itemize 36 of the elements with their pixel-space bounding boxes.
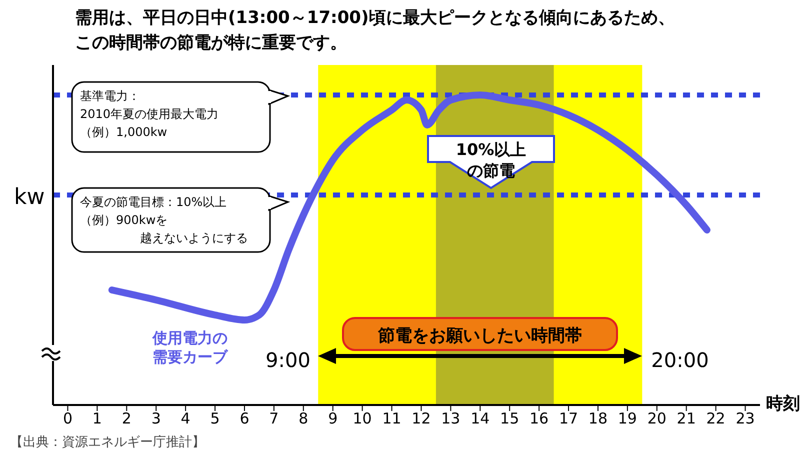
x-tick-label: 6 [240, 410, 250, 428]
annotation: 10%以上の節電 [456, 140, 526, 180]
x-tick-label: 2 [122, 410, 132, 428]
x-tick-label: 0 [62, 410, 73, 428]
y-axis-title: kw [14, 185, 45, 210]
x-tick-label: 16 [530, 410, 549, 428]
chart-subtitle: この時間帯の節電が特に重要です。 [75, 32, 348, 55]
x-tick-label: 1 [92, 410, 102, 428]
band-label: 節電をお願いしたい時間帯 [377, 326, 582, 346]
x-tick-label: 10 [352, 410, 372, 428]
chart-title: 需用は、平日の日中(13:00～17:00)頃に最大ピークとなる傾向にあるため、 [75, 7, 675, 30]
x-tick-label: 20 [647, 410, 666, 428]
x-axis-title: 時刻 [766, 393, 800, 415]
x-tick-label: 3 [151, 410, 161, 428]
ref-line-label: 基準電力：2010年夏の使用最大電力（例）1,000kw [80, 89, 219, 139]
x-tick-label: 9 [328, 410, 338, 428]
ref-line-label: 今夏の節電目標：10%以上（例）900kwを越えないようにする [80, 195, 248, 245]
x-tick-label: 12 [412, 410, 431, 428]
x-tick-label: 19 [618, 410, 637, 428]
x-tick-label: 23 [736, 410, 755, 428]
x-tick-label: 5 [210, 410, 220, 428]
annotation: 20:00 [651, 348, 709, 372]
x-tick-label: 18 [588, 410, 608, 428]
x-tick-label: 17 [558, 410, 578, 428]
series-label: 使用電力の需要カーブ [152, 329, 228, 366]
x-tick-label: 4 [180, 410, 190, 428]
annotation: 9:00 [266, 348, 310, 372]
x-tick-label: 7 [269, 410, 279, 428]
text: 【出典：資源エネルギー庁推計】 [10, 434, 205, 450]
x-tick-label: 8 [298, 410, 308, 428]
x-tick-label: 15 [500, 410, 520, 428]
x-tick-label: 21 [676, 410, 696, 428]
x-tick-label: 13 [441, 410, 460, 428]
x-tick-label: 14 [470, 410, 490, 428]
x-tick-label: 11 [382, 410, 402, 428]
x-tick-label: 22 [706, 410, 726, 428]
